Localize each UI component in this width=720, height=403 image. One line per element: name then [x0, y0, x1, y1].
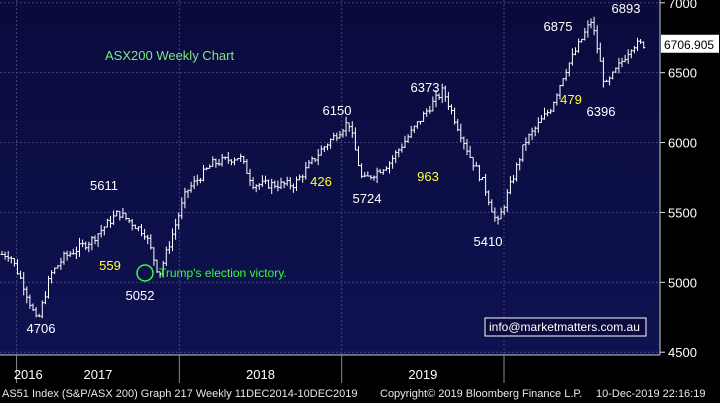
footer-timestamp: 10-Dec-2019 22:16:19: [596, 388, 706, 400]
election-annotation: Trump's election victory.: [159, 266, 287, 280]
price-label: 6893: [612, 1, 641, 16]
y-tick-label: 4500: [668, 345, 697, 360]
price-label: 6396: [587, 104, 616, 119]
x-tick-label: 2016: [14, 367, 43, 382]
price-label: 6373: [411, 80, 440, 95]
y-tick-label: 6500: [668, 66, 697, 81]
y-tick-label: 5000: [668, 275, 697, 290]
footer-security-info: AS51 Index (S&P/ASX 200) Graph 217 Weekl…: [2, 388, 358, 400]
price-label: 6875: [544, 19, 573, 34]
y-tick-label: 7000: [668, 0, 697, 11]
watermark-box: [484, 317, 647, 337]
x-tick-label: 2018: [246, 367, 275, 382]
y-tick-label: 6000: [668, 136, 697, 151]
x-tick-label: 2017: [83, 367, 112, 382]
move-label: 426: [310, 174, 332, 189]
chart-title: ASX200 Weekly Chart: [105, 48, 234, 63]
price-label: 5611: [90, 178, 118, 193]
move-label: 963: [417, 169, 439, 184]
x-tick-label: 2019: [408, 367, 437, 382]
axis-background: [660, 0, 720, 385]
price-label: 5724: [353, 191, 382, 206]
price-label: 4706: [27, 321, 56, 336]
move-label: 559: [99, 258, 121, 273]
y-tick-label: 5500: [668, 205, 697, 220]
watermark-text: info@marketmatters.com.au: [489, 320, 640, 334]
footer-copyright: Copyright© 2019 Bloomberg Finance L.P.: [380, 388, 583, 400]
last-value-label: 6706.905: [664, 38, 714, 52]
xaxis-background: [0, 355, 660, 385]
price-label: 5052: [126, 288, 155, 303]
move-label: 479: [560, 92, 582, 107]
price-label: 6150: [323, 103, 352, 118]
last-value-tag: [661, 34, 719, 53]
plot-background: [0, 0, 660, 355]
bloomberg-footer: AS51 Index (S&P/ASX 200) Graph 217 Weekl…: [0, 385, 720, 403]
price-label: 5410: [474, 234, 503, 249]
election-marker: [136, 264, 154, 282]
